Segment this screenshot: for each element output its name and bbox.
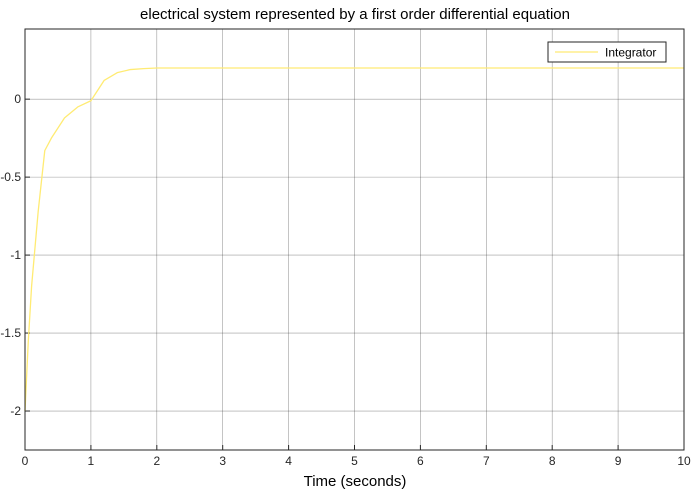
x-tick-label: 2 [153,454,160,468]
y-tick-label: -0.5 [0,170,21,184]
legend-box [547,41,667,63]
x-axis-label: Time (seconds) [304,473,407,490]
x-tick-label: 6 [417,454,424,468]
legend: Integrator [547,41,667,63]
x-tick-label: 7 [483,454,490,468]
y-tick-labels: -2 -1.5 -1 -0.5 0 [0,92,21,418]
x-tick-label: 0 [22,454,29,468]
legend-label-integrator: Integrator [605,46,656,60]
x-tick-label: 5 [351,454,358,468]
series-layer [24,67,684,412]
x-tick-label: 3 [219,454,226,468]
x-tick-label: 8 [549,454,556,468]
x-tick-label: 10 [677,454,691,468]
x-tick-labels: 0 1 2 3 4 5 6 7 8 9 10 [22,454,691,468]
chart-title: electrical system represented by a first… [140,6,570,23]
plot-area [25,29,684,450]
x-tick-label: 4 [285,454,292,468]
y-tick-label: 0 [14,92,21,106]
x-tick-label: 9 [615,454,622,468]
y-tick-label: -2 [10,404,21,418]
series-line-integrator [24,67,684,412]
x-tick-label: 1 [88,454,95,468]
y-tick-label: -1 [10,248,21,262]
axes-frame [24,28,685,451]
y-tick-label: -1.5 [0,326,21,340]
